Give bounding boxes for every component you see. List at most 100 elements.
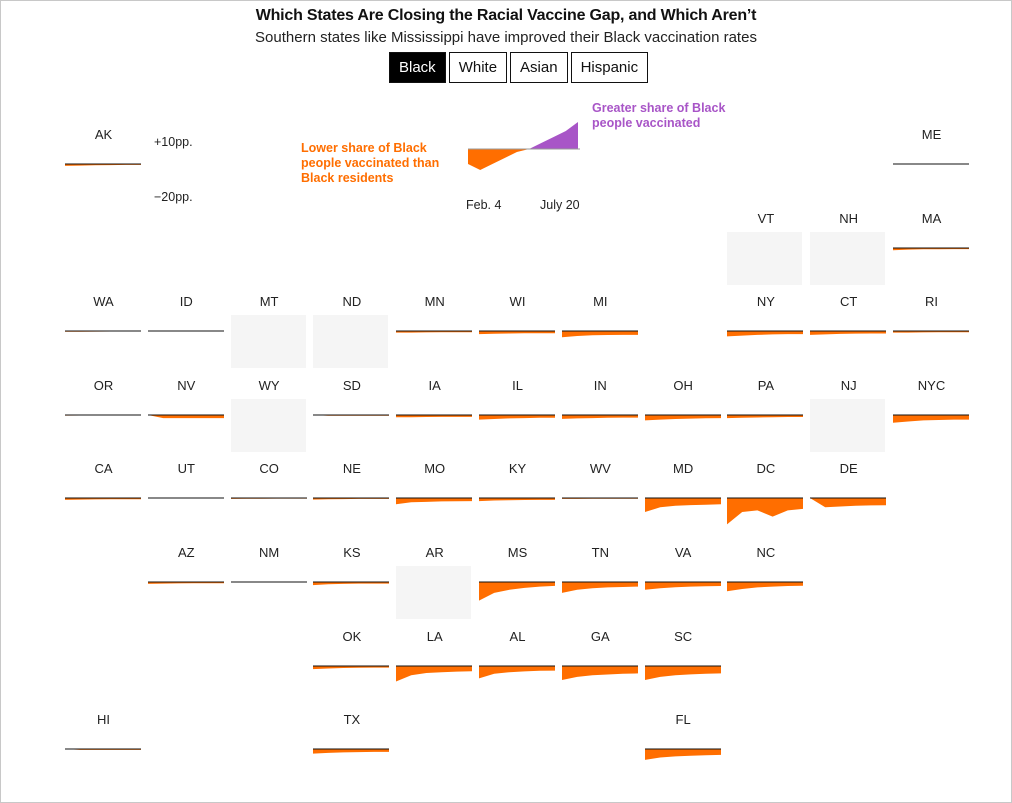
gap-area [147, 414, 224, 418]
state-label: MI [593, 294, 608, 310]
legend-negative-area [468, 149, 530, 170]
state-area-plot [644, 497, 721, 513]
state-label: SC [674, 628, 693, 644]
state-area-plot [147, 414, 224, 418]
chart-title: Which States Are Closing the Racial Vacc… [255, 7, 757, 24]
state-area-plot [644, 748, 721, 761]
state-area-plot [644, 414, 721, 421]
gap-area [644, 498, 721, 513]
state-label: GA [590, 628, 610, 644]
state-label: AL [509, 628, 526, 644]
state-label: OK [342, 628, 362, 644]
gap-area [810, 331, 887, 336]
state-area-plot [893, 330, 969, 333]
state-area-plot [396, 330, 473, 333]
state-area-plot [479, 414, 555, 420]
state-area-plot [561, 330, 638, 338]
gap-area [479, 665, 555, 678]
no-data-box [727, 231, 803, 285]
state-area-plot [810, 497, 887, 508]
state-area-plot [727, 330, 804, 337]
state-label: MS [507, 545, 528, 560]
state-label: NY [756, 294, 775, 310]
state-label: NM [258, 545, 280, 560]
no-data-box [313, 315, 389, 369]
state-label: MT [259, 294, 279, 310]
gap-area [561, 582, 638, 593]
gap-area [727, 498, 804, 525]
gap-area [479, 331, 555, 335]
state-area-plot [313, 414, 390, 416]
state-label: TN [591, 545, 609, 560]
state-label: MD [672, 461, 694, 477]
state-label: AZ [177, 545, 195, 560]
gap-area [561, 665, 638, 680]
state-label: KS [343, 545, 361, 560]
state-label: MA [921, 210, 942, 226]
state-label: UT [177, 461, 195, 477]
state-label: ID [179, 294, 193, 310]
state-label: AK [94, 127, 113, 142]
legend-date-end: July 20 [540, 198, 580, 212]
gap-area [644, 582, 721, 590]
tab-black[interactable]: Black [389, 52, 446, 83]
gap-area [479, 582, 555, 601]
state-label: NE [342, 461, 361, 477]
state-area-plot [727, 414, 804, 418]
state-area-plot [479, 330, 555, 335]
state-label: NV [177, 377, 196, 393]
tab-white[interactable]: White [448, 52, 508, 83]
state-area-plot [893, 414, 969, 423]
gap-area [810, 498, 887, 508]
state-area-plot [65, 330, 141, 332]
state-label: WI [509, 294, 526, 310]
gap-area [396, 498, 473, 505]
state-area-plot [479, 497, 555, 502]
state-area-plot [561, 497, 638, 500]
gap-area [727, 414, 804, 418]
gap-area [561, 414, 638, 419]
state-area-plot [313, 665, 390, 669]
state-area-plot [65, 748, 141, 751]
state-label: TX [343, 712, 361, 728]
state-label: DE [839, 461, 858, 477]
gap-area [893, 247, 969, 250]
tab-hispanic[interactable]: Hispanic [570, 52, 649, 83]
gap-area [313, 665, 390, 669]
state-label: NC [756, 545, 776, 560]
state-area-plot [313, 581, 390, 586]
legend-greater-label: Greater share of Black people vaccinated [592, 101, 726, 130]
state-label: IN [593, 377, 607, 393]
gap-area [313, 582, 390, 586]
state-area-plot [561, 581, 638, 593]
state-label: NJ [840, 377, 857, 393]
state-area-plot [479, 581, 555, 601]
state-label: VA [674, 545, 692, 560]
tab-asian[interactable]: Asian [510, 52, 568, 83]
state-label: MN [424, 294, 445, 310]
state-area-plot [479, 665, 555, 678]
state-area-plot [230, 581, 307, 583]
state-label: NYC [917, 377, 946, 393]
state-label: WA [93, 294, 114, 310]
state-area-plot [313, 748, 390, 754]
state-label: AR [425, 545, 444, 560]
state-label: VT [757, 210, 775, 226]
state-label: ME [921, 127, 942, 142]
state-area-plot [644, 581, 721, 590]
legend-example-chart [468, 122, 580, 170]
state-label: RI [925, 294, 938, 310]
state-label: DC [756, 461, 776, 477]
state-area-plot [893, 163, 969, 165]
no-data-box [396, 566, 472, 619]
legend-date-start: Feb. 4 [466, 198, 502, 212]
state-area-plot [396, 665, 473, 682]
state-area-plot [893, 247, 969, 250]
state-area-plot [396, 497, 473, 505]
no-data-box [810, 398, 886, 452]
state-area-plot [65, 414, 141, 416]
state-area-plot [65, 163, 141, 166]
state-label: HI [97, 712, 110, 728]
state-label: SD [342, 377, 361, 393]
state-label: CA [94, 461, 113, 477]
